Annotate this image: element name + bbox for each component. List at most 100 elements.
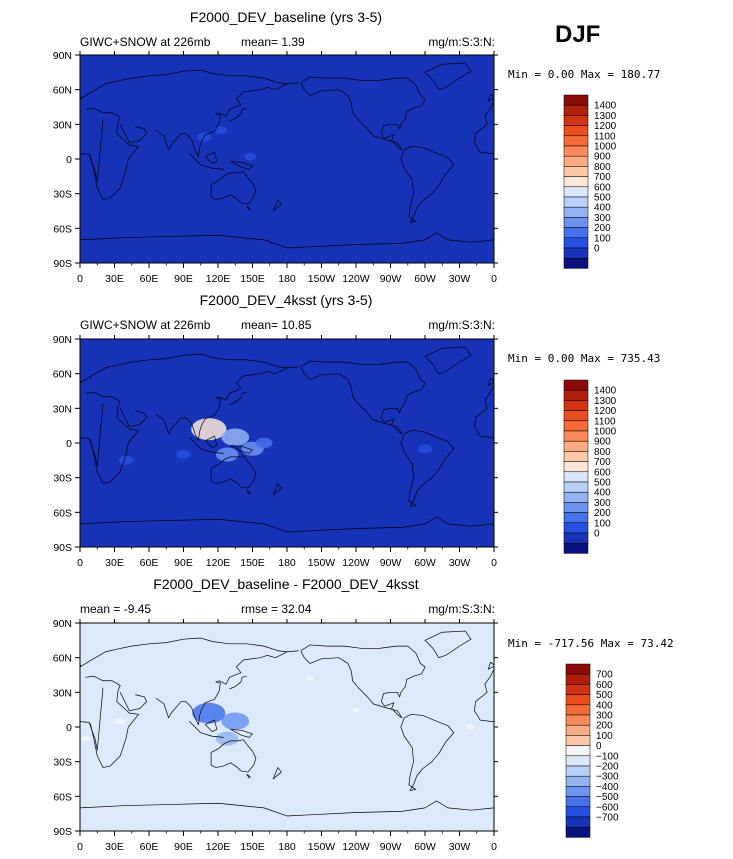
colorbar-label: 200 xyxy=(594,508,611,519)
colorbar-label: 1000 xyxy=(594,142,617,153)
y-tick-label: 30N xyxy=(53,119,72,131)
data-hotspot xyxy=(216,731,239,746)
panel-title: F2000_DEV_baseline (yrs 3-5) xyxy=(190,9,382,25)
x-tick-label: 120W xyxy=(342,557,370,569)
x-tick-label: 30W xyxy=(449,273,471,285)
colorbar-swatch xyxy=(565,694,591,706)
x-tick-label: 150E xyxy=(240,841,265,853)
x-tick-label: 0 xyxy=(491,841,497,853)
colorbar-swatch xyxy=(563,186,589,198)
colorbar-swatch xyxy=(565,714,591,726)
y-tick-label: 60N xyxy=(53,369,72,381)
x-tick-label: 60W xyxy=(414,557,436,569)
x-tick-label: 90E xyxy=(174,273,193,285)
y-tick-label: 60S xyxy=(53,223,72,235)
colorbar-label: 1300 xyxy=(594,396,617,407)
data-hotspot xyxy=(244,153,257,161)
map-panel-3: 0 30E 60E 90E 120E 150E 180 150W 120W 90W 60W 30W 09… xyxy=(53,618,498,853)
colorbar-swatch xyxy=(563,115,589,126)
colorbar-label: 300 xyxy=(594,213,611,224)
y-tick-label: 30S xyxy=(53,189,72,201)
colorbar-label: −600 xyxy=(596,802,619,813)
colorbar-swatch xyxy=(563,145,589,157)
colorbar-swatch xyxy=(563,440,589,452)
colorbar-label: 0 xyxy=(594,529,600,540)
colorbar-swatch xyxy=(565,663,591,675)
x-tick-label: 30E xyxy=(105,841,124,853)
colorbar-swatch xyxy=(563,512,589,524)
x-tick-label: 150W xyxy=(308,557,336,569)
x-tick-label: 150E xyxy=(240,557,265,569)
panel-center-label: mean= 1.39 xyxy=(241,35,305,49)
colorbar-label: 1400 xyxy=(594,386,617,397)
colorbar-swatch xyxy=(565,786,591,797)
colorbar-swatch xyxy=(563,104,589,116)
y-tick-label: 90N xyxy=(53,334,72,346)
colorbar-swatch xyxy=(563,125,589,137)
colorbar-label: 1300 xyxy=(594,111,617,122)
colorbar-label: 1000 xyxy=(594,427,617,438)
colorbar-swatch xyxy=(565,745,591,757)
colorbar-label: 300 xyxy=(596,711,613,722)
panel-minmax: Min = -717.56 Max = 73.42 xyxy=(508,637,674,650)
colorbar-swatch xyxy=(565,775,591,787)
colorbar-swatch xyxy=(563,196,589,208)
data-hotspot xyxy=(118,455,134,465)
colorbar-label: 500 xyxy=(594,478,611,489)
colorbar-swatch xyxy=(565,704,591,716)
data-hotspot xyxy=(466,724,476,730)
colorbar-label: 100 xyxy=(594,233,611,244)
x-tick-label: 180 xyxy=(278,841,296,853)
colorbar-label: −300 xyxy=(596,772,619,783)
colorbar-swatch xyxy=(563,206,589,218)
y-tick-label: 0 xyxy=(66,722,72,734)
colorbar-swatch xyxy=(563,491,589,503)
colorbar-label: 1400 xyxy=(594,101,617,112)
colorbar-label: 0 xyxy=(596,741,602,752)
panel-minmax: Min = 0.00 Max = 735.43 xyxy=(508,352,660,365)
panel-left-label: GIWC+SNOW at 226mb xyxy=(80,318,211,332)
colorbar-label: 600 xyxy=(596,680,613,691)
x-tick-label: 180 xyxy=(278,557,296,569)
x-tick-label: 150W xyxy=(308,841,336,853)
panel-center-label: mean= 10.85 xyxy=(241,318,312,332)
colorbar-swatch xyxy=(563,257,589,269)
map-background xyxy=(80,623,494,831)
x-tick-label: 60W xyxy=(414,841,436,853)
map-background xyxy=(80,339,494,547)
panel-center-label: rmse = 32.04 xyxy=(241,602,312,616)
colorbar-label: 600 xyxy=(594,182,611,193)
data-hotspot xyxy=(115,718,126,725)
colorbar-swatch xyxy=(565,673,591,685)
colorbar-swatch xyxy=(563,400,589,411)
x-tick-label: 90E xyxy=(174,557,193,569)
data-hotspot xyxy=(255,437,273,449)
panel-left-label: GIWC+SNOW at 226mb xyxy=(80,35,211,49)
colorbar-label: 100 xyxy=(596,731,613,742)
colorbar-swatch xyxy=(563,247,589,259)
colorbar-swatch xyxy=(563,502,589,513)
x-tick-label: 120E xyxy=(206,557,231,569)
x-tick-label: 30E xyxy=(105,557,124,569)
colorbar-label: 400 xyxy=(594,488,611,499)
x-tick-label: 30E xyxy=(105,273,124,285)
colorbar-swatch xyxy=(563,176,589,188)
x-tick-label: 0 xyxy=(491,273,497,285)
colorbar-label: 800 xyxy=(594,162,611,173)
map-panel-2: 0 30E 60E 90E 120E 150E 180 150W 120W 90W 60W 30W 09… xyxy=(53,334,498,569)
x-tick-label: 120W xyxy=(342,841,370,853)
colorbar-swatch xyxy=(563,135,589,147)
y-tick-label: 30N xyxy=(53,403,72,415)
colorbar-swatch xyxy=(563,217,589,228)
x-tick-label: 60W xyxy=(414,273,436,285)
colorbar-label: 400 xyxy=(596,700,613,711)
data-hotspot xyxy=(81,735,91,742)
y-tick-label: 0 xyxy=(66,154,72,166)
colorbar-label: 700 xyxy=(596,670,613,681)
x-tick-label: 90W xyxy=(380,841,402,853)
colorbar-swatch xyxy=(563,532,589,544)
data-hotspot xyxy=(176,450,191,460)
colorbar-swatch xyxy=(565,755,591,767)
colorbar-swatch xyxy=(563,451,589,462)
colorbar-swatch xyxy=(565,816,591,828)
